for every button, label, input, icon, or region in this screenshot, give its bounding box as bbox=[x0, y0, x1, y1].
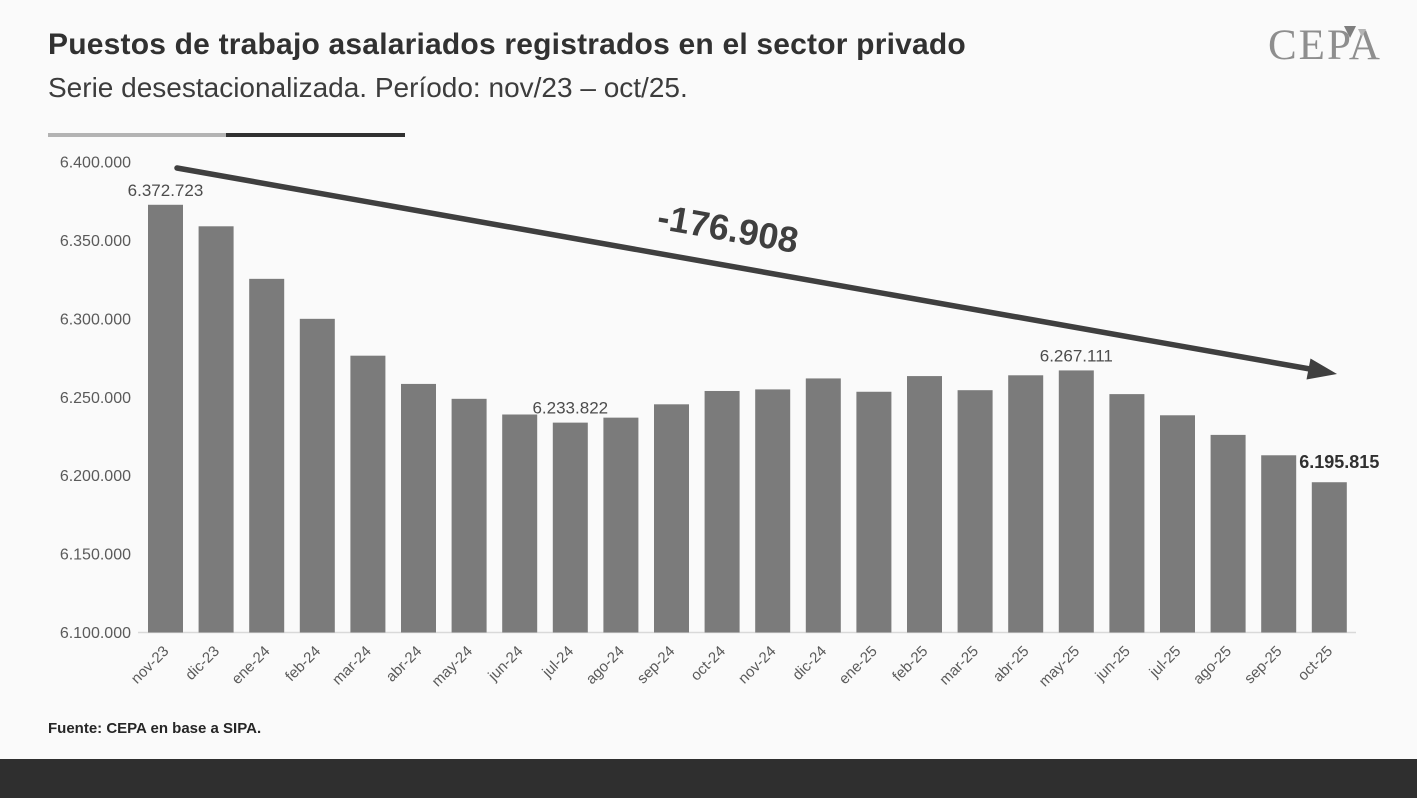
x-tick-label: abr-24 bbox=[383, 643, 426, 686]
page-title: Puestos de trabajo asalariados registrad… bbox=[48, 28, 966, 61]
bar-sep-25 bbox=[1261, 455, 1297, 633]
y-tick-label: 6.150.000 bbox=[60, 547, 131, 564]
x-tick-label: mar-24 bbox=[329, 643, 375, 689]
x-tick-label: may-24 bbox=[429, 643, 476, 690]
x-tick-label: jun-25 bbox=[1092, 643, 1134, 685]
page-subtitle: Serie desestacionalizada. Período: nov/2… bbox=[48, 72, 688, 103]
y-tick-label: 6.350.000 bbox=[60, 233, 131, 250]
underline-dark-segment bbox=[226, 133, 405, 137]
data-label-jul-24: 6.233.822 bbox=[532, 399, 608, 418]
x-tick-label: dic-24 bbox=[789, 643, 830, 684]
trend-arrow bbox=[174, 165, 1313, 372]
x-tick-label: oct-24 bbox=[687, 643, 729, 685]
y-tick-label: 6.200.000 bbox=[60, 468, 131, 485]
bottom-band bbox=[0, 759, 1417, 798]
logo-triangle-icon bbox=[1358, 29, 1366, 37]
y-tick-label: 6.100.000 bbox=[60, 625, 131, 642]
bar-ene-24 bbox=[249, 278, 285, 633]
bar-jul-25 bbox=[1160, 415, 1195, 633]
x-tick-label: feb-25 bbox=[889, 643, 931, 685]
x-tick-label: ago-24 bbox=[583, 643, 628, 688]
x-tick-label: ago-25 bbox=[1190, 643, 1235, 688]
bar-jun-25 bbox=[1109, 394, 1145, 633]
bar-dic-23 bbox=[198, 226, 234, 633]
x-tick-label: nov-24 bbox=[735, 643, 779, 687]
bar-ene-25 bbox=[856, 391, 892, 633]
y-tick-label: 6.400.000 bbox=[60, 155, 131, 172]
bar-nov-24 bbox=[755, 389, 791, 633]
data-label-oct-25: 6.195.815 bbox=[1299, 452, 1379, 472]
x-tick-label: jul-25 bbox=[1146, 643, 1185, 682]
x-tick-label: oct-25 bbox=[1295, 643, 1337, 685]
data-label-may-25: 6.267.111 bbox=[1040, 346, 1113, 365]
title-underline bbox=[48, 133, 405, 137]
x-tick-label: mar-25 bbox=[936, 643, 982, 689]
x-tick-label: dic-23 bbox=[182, 643, 223, 684]
bar-oct-24 bbox=[704, 390, 740, 633]
y-tick-label: 6.250.000 bbox=[60, 390, 131, 407]
bar-abr-25 bbox=[1008, 375, 1044, 633]
x-tick-label: abr-25 bbox=[990, 643, 1033, 686]
x-tick-label: jun-24 bbox=[484, 643, 526, 685]
x-tick-label: sep-24 bbox=[634, 643, 678, 687]
bar-feb-25 bbox=[907, 376, 942, 633]
x-tick-label: sep-25 bbox=[1241, 643, 1285, 687]
x-tick-label: ene-25 bbox=[836, 643, 881, 688]
bar-mar-24 bbox=[350, 355, 386, 633]
bar-sep-24 bbox=[654, 404, 689, 633]
data-label-nov-23: 6.372.723 bbox=[128, 181, 204, 200]
cepa-logo: CEPA bbox=[1268, 24, 1382, 67]
bar-may-25 bbox=[1058, 370, 1094, 633]
bar-ago-25 bbox=[1210, 434, 1246, 633]
x-tick-label: ene-24 bbox=[228, 643, 273, 688]
x-tick-label: nov-23 bbox=[128, 643, 172, 687]
underline-light-segment bbox=[48, 133, 226, 137]
x-tick-label: jul-24 bbox=[538, 643, 577, 682]
source-note: Fuente: CEPA en base a SIPA. bbox=[48, 720, 262, 737]
bar-nov-23 bbox=[148, 204, 183, 633]
bar-jun-24 bbox=[502, 414, 538, 633]
bar-may-24 bbox=[451, 398, 487, 633]
bar-feb-24 bbox=[299, 318, 335, 633]
bar-oct-25 bbox=[1311, 482, 1347, 633]
bar-dic-24 bbox=[805, 378, 841, 633]
trend-arrow-head-icon bbox=[1306, 358, 1337, 380]
bar-abr-24 bbox=[401, 383, 436, 633]
bar-ago-24 bbox=[603, 417, 639, 633]
x-tick-label: feb-24 bbox=[282, 643, 324, 685]
bar-jul-24 bbox=[552, 422, 588, 633]
logo-triangle-icon bbox=[1344, 26, 1356, 38]
bar-mar-25 bbox=[957, 390, 993, 633]
x-tick-label: may-25 bbox=[1036, 643, 1083, 690]
y-tick-label: 6.300.000 bbox=[60, 311, 131, 328]
